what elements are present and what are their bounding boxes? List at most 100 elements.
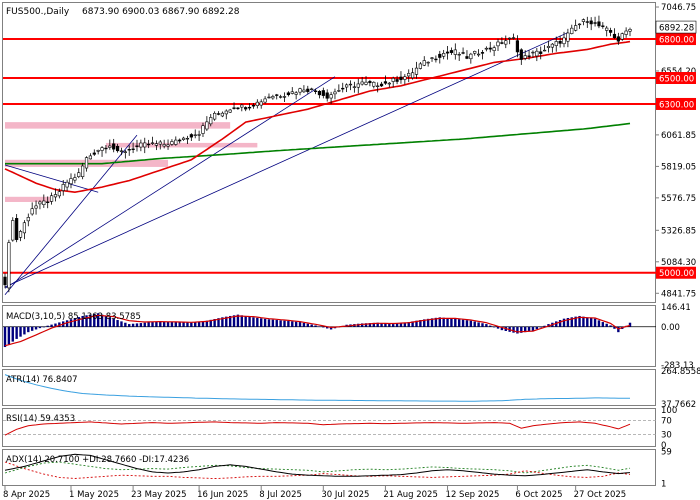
macd-bar [50, 324, 53, 327]
price-y-tick-label: 5819.05 [661, 162, 696, 172]
price-y-tick-label: 5576.75 [661, 194, 696, 204]
macd-bar [586, 317, 589, 327]
candle-body [329, 94, 333, 99]
candle [379, 81, 384, 88]
candle [30, 202, 34, 216]
macd-bar [65, 320, 69, 327]
macd-bar [461, 319, 465, 327]
atr-panel-frame [2, 369, 656, 406]
candle-body [267, 96, 271, 99]
candles-layer [3, 15, 632, 293]
candle [329, 91, 333, 105]
candle-body [216, 113, 221, 115]
macd-bar [104, 315, 108, 327]
macd-bar [139, 323, 143, 327]
candle-body [546, 45, 551, 48]
candle [61, 179, 65, 196]
candle-body [123, 151, 127, 153]
candle-body [251, 104, 256, 107]
macd-bar [481, 323, 484, 327]
candle-body [352, 86, 356, 88]
candle-body [302, 89, 306, 93]
level-price-box [656, 97, 696, 110]
candle-body [15, 218, 19, 240]
candle-body [139, 142, 143, 148]
candle-body [461, 52, 465, 54]
candle-body [57, 191, 61, 197]
candle-body [143, 142, 147, 148]
candle [135, 139, 139, 152]
candle-body [26, 217, 30, 222]
candle [356, 78, 360, 94]
candle-body [205, 121, 209, 130]
candle-body [434, 58, 438, 61]
candle-body [391, 78, 395, 82]
price-y-tick-label: 4841.75 [661, 289, 696, 299]
candle [96, 149, 100, 155]
candle-body [372, 81, 376, 87]
candle-body [570, 27, 574, 34]
candle [166, 139, 170, 150]
macd-bar [496, 326, 500, 329]
x-tick-label: 8 Jul 2025 [259, 490, 302, 500]
candle-body [69, 178, 73, 185]
candle [112, 138, 116, 153]
candle [628, 27, 632, 37]
candle-body [178, 139, 182, 142]
level-price-box [656, 266, 696, 279]
last-price-label: 6892.28 [659, 24, 694, 34]
candle [581, 18, 586, 26]
candle-body [317, 90, 322, 96]
candle-body [247, 106, 252, 109]
candle-body [73, 177, 77, 181]
candle-body [442, 53, 446, 57]
macd-bar [558, 320, 562, 327]
candle-body [414, 67, 419, 75]
candle [449, 47, 454, 55]
macd-bar [116, 320, 119, 327]
candle-body [577, 23, 582, 26]
price-y-tick-label: 5326.85 [661, 226, 696, 236]
macd-bar [326, 326, 329, 329]
candle-body [523, 55, 527, 59]
candle [523, 50, 527, 61]
macd-bar [574, 316, 577, 327]
adx-panel-frame [2, 449, 656, 486]
candle [519, 48, 523, 65]
macd-bar [100, 314, 104, 327]
candle-body [81, 165, 85, 177]
candle [515, 35, 520, 58]
candle-body [376, 85, 380, 87]
macd-bar [73, 318, 77, 327]
macd-bar [298, 322, 302, 327]
macd-label: MACD(3,10,5) 85.1363 83.5785 [6, 312, 141, 322]
candle [341, 82, 345, 93]
candle [477, 49, 481, 57]
candle-body [30, 208, 34, 215]
macd-bar [170, 321, 174, 327]
candle [310, 87, 314, 91]
macd-bar [77, 317, 80, 327]
macd-bar [454, 318, 457, 327]
candle-body [181, 137, 186, 140]
trendline-2 [4, 32, 569, 288]
candle [612, 28, 617, 39]
candle-body [469, 53, 473, 60]
macd-layer [3, 313, 656, 348]
macd-bar [96, 313, 100, 327]
candle-body [108, 145, 112, 148]
candle [213, 111, 217, 121]
candle-body [453, 49, 457, 55]
macd-bar [46, 325, 49, 327]
candle [286, 91, 290, 97]
candle-body [554, 41, 558, 46]
macd-bar [555, 321, 558, 327]
macd-bar [11, 326, 14, 342]
price-y-tick-label: 5084.30 [661, 258, 696, 268]
macd-bar [294, 321, 298, 327]
candle [170, 139, 174, 146]
candle-body [61, 184, 65, 191]
candle [383, 75, 388, 85]
macd-panel-frame [2, 305, 656, 367]
